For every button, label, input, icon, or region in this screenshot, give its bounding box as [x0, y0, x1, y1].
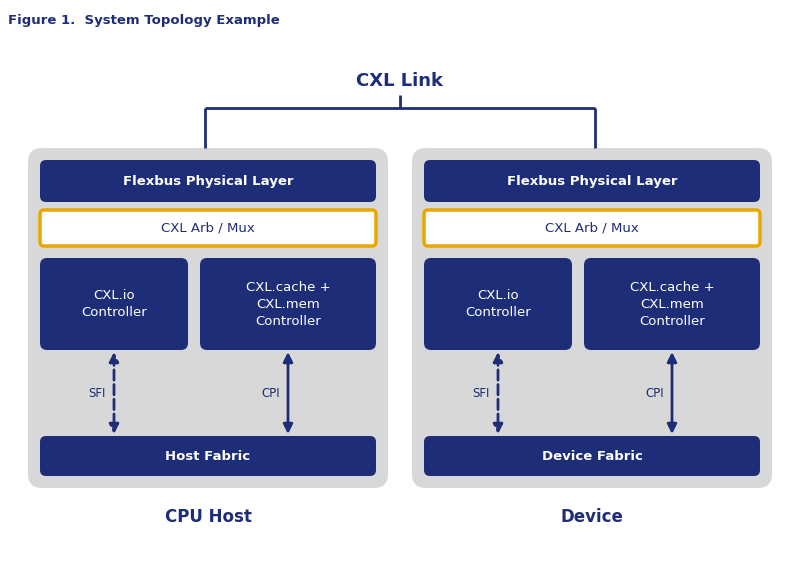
Text: SFI: SFI [473, 386, 490, 399]
Text: CXL.cache +
CXL.mem
Controller: CXL.cache + CXL.mem Controller [246, 281, 330, 328]
FancyBboxPatch shape [424, 210, 760, 246]
FancyBboxPatch shape [28, 148, 388, 488]
FancyBboxPatch shape [424, 160, 760, 202]
Text: CXL Arb / Mux: CXL Arb / Mux [161, 221, 255, 234]
FancyBboxPatch shape [424, 258, 572, 350]
Text: CXL.io
Controller: CXL.io Controller [81, 289, 147, 319]
Text: SFI: SFI [89, 386, 106, 399]
Text: CPI: CPI [646, 386, 664, 399]
Text: CPU Host: CPU Host [165, 508, 251, 526]
FancyBboxPatch shape [200, 258, 376, 350]
FancyBboxPatch shape [40, 210, 376, 246]
Text: CXL.cache +
CXL.mem
Controller: CXL.cache + CXL.mem Controller [630, 281, 714, 328]
Text: Host Fabric: Host Fabric [166, 450, 250, 463]
FancyBboxPatch shape [40, 258, 188, 350]
FancyBboxPatch shape [40, 160, 376, 202]
Text: Device: Device [561, 508, 623, 526]
Text: CPI: CPI [262, 386, 280, 399]
FancyBboxPatch shape [412, 148, 772, 488]
Text: CXL.io
Controller: CXL.io Controller [465, 289, 531, 319]
Text: Figure 1.  System Topology Example: Figure 1. System Topology Example [8, 14, 280, 27]
Text: Flexbus Physical Layer: Flexbus Physical Layer [122, 175, 294, 188]
Text: Device Fabric: Device Fabric [542, 450, 642, 463]
FancyBboxPatch shape [584, 258, 760, 350]
FancyBboxPatch shape [424, 436, 760, 476]
FancyBboxPatch shape [40, 436, 376, 476]
Text: CXL Link: CXL Link [357, 72, 443, 90]
Text: Flexbus Physical Layer: Flexbus Physical Layer [506, 175, 678, 188]
Text: CXL Arb / Mux: CXL Arb / Mux [545, 221, 639, 234]
